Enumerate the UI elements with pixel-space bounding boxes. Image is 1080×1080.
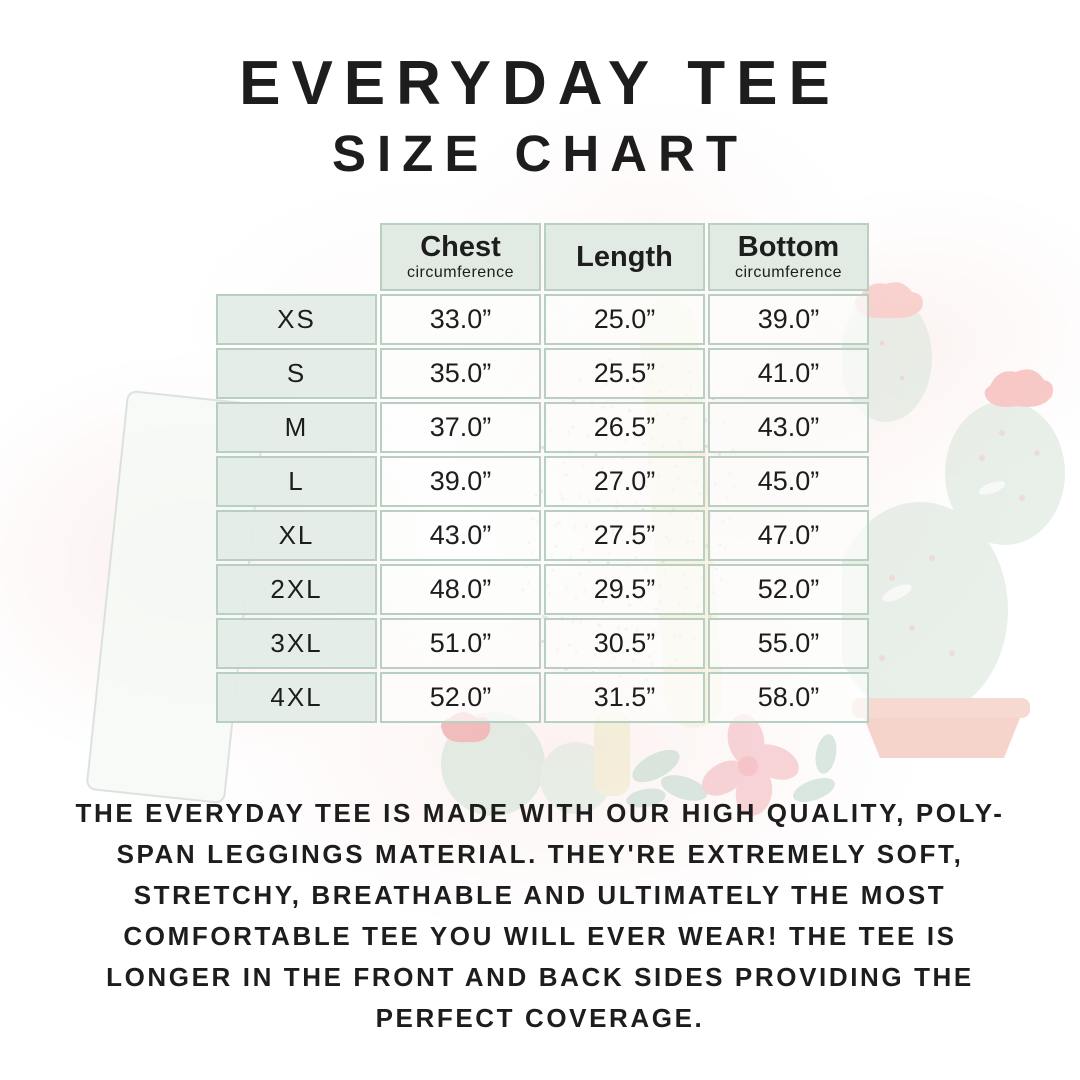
- header-length-label: Length: [576, 240, 673, 273]
- length-value-cell: 27.0”: [544, 456, 705, 507]
- table-row: XL 43.0” 27.5” 47.0”: [216, 510, 869, 561]
- bottom-value-cell: 43.0”: [708, 402, 869, 453]
- chest-value-cell: 52.0”: [380, 672, 541, 723]
- page-title: EVERYDAY TEE: [239, 49, 841, 118]
- chest-value-cell: 33.0”: [380, 294, 541, 345]
- product-description: THE EVERYDAY TEE IS MADE WITH OUR HIGH Q…: [75, 798, 1005, 1034]
- chest-value-cell: 51.0”: [380, 618, 541, 669]
- table-header: Chest circumference Length Bottom circum…: [216, 223, 869, 291]
- size-label-cell: 4XL: [216, 672, 377, 723]
- header-empty-cell: [216, 223, 377, 291]
- table-row: S 35.0” 25.5” 41.0”: [216, 348, 869, 399]
- size-chart-table: Chest circumference Length Bottom circum…: [213, 220, 872, 726]
- bottom-value-cell: 47.0”: [708, 510, 869, 561]
- bottom-value-cell: 41.0”: [708, 348, 869, 399]
- chest-value-cell: 39.0”: [380, 456, 541, 507]
- header-chest-sublabel: circumference: [407, 264, 514, 282]
- length-value-cell: 25.0”: [544, 294, 705, 345]
- length-value-cell: 27.5”: [544, 510, 705, 561]
- table-row: 3XL 51.0” 30.5” 55.0”: [216, 618, 869, 669]
- table-row: M 37.0” 26.5” 43.0”: [216, 402, 869, 453]
- table-row: XS 33.0” 25.0” 39.0”: [216, 294, 869, 345]
- table-body: XS 33.0” 25.0” 39.0” S 35.0” 25.5” 41.0”…: [216, 294, 869, 723]
- chest-value-cell: 37.0”: [380, 402, 541, 453]
- size-label-cell: S: [216, 348, 377, 399]
- table-row: L 39.0” 27.0” 45.0”: [216, 456, 869, 507]
- length-value-cell: 26.5”: [544, 402, 705, 453]
- length-value-cell: 29.5”: [544, 564, 705, 615]
- length-value-cell: 25.5”: [544, 348, 705, 399]
- size-label-cell: M: [216, 402, 377, 453]
- size-label-cell: XS: [216, 294, 377, 345]
- size-label-cell: L: [216, 456, 377, 507]
- header-row: Chest circumference Length Bottom circum…: [216, 223, 869, 291]
- header-bottom-label: Bottom: [737, 230, 840, 263]
- cactus-pot-illustration: [842, 282, 1065, 758]
- size-label-cell: 2XL: [216, 564, 377, 615]
- header-chest-label: Chest: [420, 230, 501, 263]
- chest-value-cell: 48.0”: [380, 564, 541, 615]
- chest-value-cell: 43.0”: [380, 510, 541, 561]
- bottom-value-cell: 58.0”: [708, 672, 869, 723]
- bottom-value-cell: 39.0”: [708, 294, 869, 345]
- header-bottom: Bottom circumference: [708, 223, 869, 291]
- header-bottom-sublabel: circumference: [735, 264, 842, 282]
- header-length: Length: [544, 223, 705, 291]
- length-value-cell: 31.5”: [544, 672, 705, 723]
- bottom-value-cell: 52.0”: [708, 564, 869, 615]
- size-label-cell: 3XL: [216, 618, 377, 669]
- length-value-cell: 30.5”: [544, 618, 705, 669]
- page-subtitle: SIZE CHART: [332, 125, 748, 183]
- size-label-cell: XL: [216, 510, 377, 561]
- title-block: EVERYDAY TEE SIZE CHART: [0, 49, 1080, 183]
- chest-value-cell: 35.0”: [380, 348, 541, 399]
- table-row: 4XL 52.0” 31.5” 58.0”: [216, 672, 869, 723]
- bottom-value-cell: 55.0”: [708, 618, 869, 669]
- bottom-value-cell: 45.0”: [708, 456, 869, 507]
- table-row: 2XL 48.0” 29.5” 52.0”: [216, 564, 869, 615]
- header-chest: Chest circumference: [380, 223, 541, 291]
